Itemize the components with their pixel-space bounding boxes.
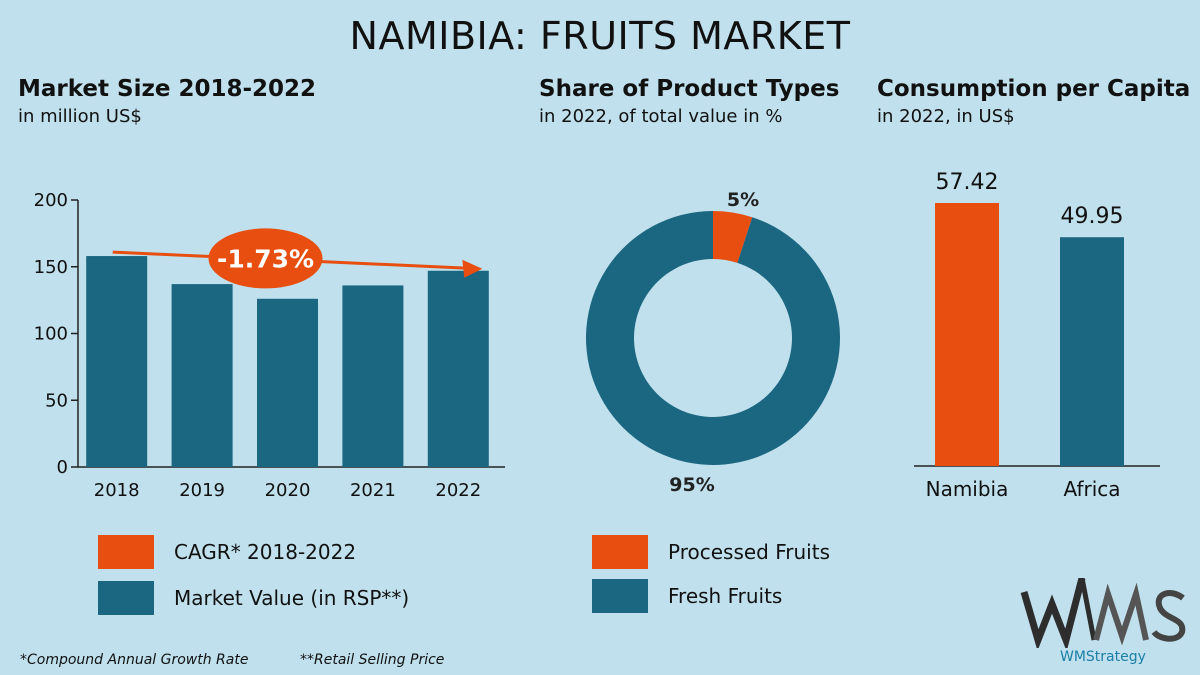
y-tick-label: 200 [34, 190, 68, 211]
page-title: NAMIBIA: FRUITS MARKET [349, 14, 851, 58]
slice-label-processed: 5% [727, 189, 759, 211]
footnote-rsp: **Retail Selling Price [300, 652, 445, 668]
legend-label-processed: Processed Fruits [668, 540, 830, 564]
bar [427, 270, 489, 467]
share-legend: Processed Fruits Fresh Fruits [592, 535, 830, 613]
bar [935, 203, 999, 466]
legend-item-cagr: CAGR* 2018-2022 [98, 535, 409, 569]
bar [342, 285, 404, 467]
y-tick-label: 100 [34, 324, 68, 345]
share-donut-chart: 5% 95% [586, 189, 840, 496]
x-tick-label: 2021 [350, 480, 396, 501]
market-legend: CAGR* 2018-2022 Market Value (in RSP**) [98, 535, 409, 615]
slice-label-fresh: 95% [669, 474, 714, 496]
wms-logo: WMStrategy [1020, 577, 1190, 670]
value-label: 57.42 [936, 170, 999, 195]
bar [257, 298, 318, 467]
donut-slice-processed [713, 211, 753, 263]
market-size-chart: 0 50 100 150 200 2018 2019 2020 2021 2022 -1.73% [34, 190, 505, 501]
share-subtitle: in 2022, of total value in % [539, 106, 783, 127]
consumption-chart: 57.42 Namibia 49.95 Africa [914, 170, 1160, 501]
cagr-value: -1.73% [217, 244, 314, 273]
legend-label-cagr: CAGR* 2018-2022 [174, 540, 357, 564]
legend-swatch-processed [592, 535, 648, 569]
bar [1060, 237, 1124, 466]
x-tick-label: 2020 [265, 480, 311, 501]
cagr-arrow-head [462, 259, 483, 278]
logo-mark [1020, 577, 1186, 652]
x-tick-label: Namibia [926, 477, 1009, 501]
y-tick-label: 150 [34, 257, 68, 278]
legend-label-fresh: Fresh Fruits [668, 584, 783, 608]
cagr-badge [208, 228, 323, 289]
x-tick-label: 2022 [435, 480, 481, 501]
legend-swatch-fresh [592, 579, 648, 613]
bar [86, 256, 148, 467]
consumption-subtitle: in 2022, in US$ [877, 106, 1015, 127]
legend-swatch-market-value [98, 581, 154, 615]
legend-swatch-cagr [98, 535, 154, 569]
x-tick-label: 2018 [94, 480, 140, 501]
legend-item-market-value: Market Value (in RSP**) [98, 581, 409, 615]
y-tick-label: 0 [57, 457, 68, 478]
footnote-cagr: *Compound Annual Growth Rate [20, 652, 249, 668]
market-size-header: Market Size 2018-2022 in million US$ [18, 76, 316, 127]
share-header: Share of Product Types in 2022, of total… [539, 76, 839, 127]
bar [171, 284, 233, 467]
donut-slice-fresh [586, 211, 840, 466]
legend-label-market-value: Market Value (in RSP**) [174, 586, 410, 610]
x-tick-label: Africa [1063, 477, 1120, 501]
market-size-subtitle: in million US$ [18, 106, 142, 127]
share-title: Share of Product Types [539, 76, 840, 102]
consumption-header: Consumption per Capita in 2022, in US$ [877, 76, 1190, 127]
consumption-title: Consumption per Capita [877, 76, 1191, 102]
market-size-title: Market Size 2018-2022 [18, 76, 317, 102]
logo-brand-text: WMStrategy [1060, 649, 1146, 665]
value-label: 49.95 [1061, 204, 1124, 229]
legend-item-fresh: Fresh Fruits [592, 579, 830, 613]
x-tick-label: 2019 [179, 480, 225, 501]
legend-item-processed: Processed Fruits [592, 535, 830, 569]
y-tick-label: 50 [45, 390, 68, 411]
